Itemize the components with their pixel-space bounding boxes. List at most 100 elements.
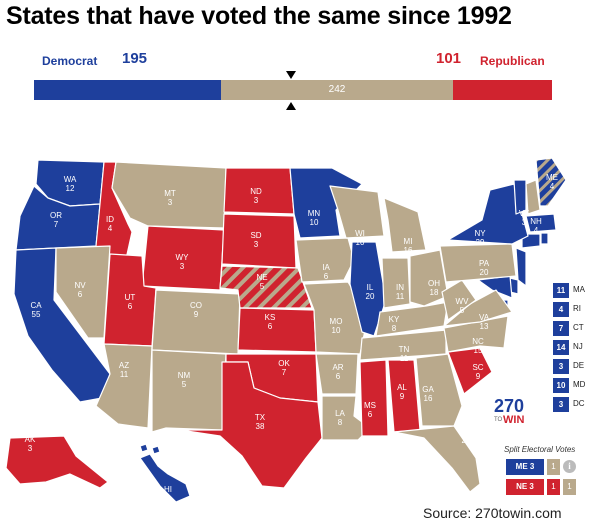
state-label-nd: ND 3	[250, 187, 262, 205]
small-state-votes-de: 3	[553, 359, 569, 374]
small-state-votes-ma: 11	[553, 283, 569, 298]
small-state-de[interactable]: 3 DE	[553, 357, 599, 376]
state-wy[interactable]	[141, 225, 225, 291]
state-label-ga: GA 16	[422, 385, 434, 403]
state-label-nv: NV 6	[74, 281, 86, 299]
state-nh[interactable]	[525, 179, 541, 215]
small-state-abbr-md: MD	[573, 380, 586, 389]
electoral-vote-bar: 242	[34, 80, 552, 100]
small-state-ri[interactable]: 4 RI	[553, 300, 599, 319]
state-sd[interactable]	[221, 213, 297, 269]
state-label-ky: KY 8	[389, 315, 400, 333]
state-label-oh: OH 18	[428, 279, 440, 297]
state-mi[interactable]	[383, 197, 427, 253]
score-row: Democrat 195 101 Republican	[34, 50, 552, 72]
split-row-nebraska: NE 3 1 1	[506, 479, 576, 495]
hi-islet-1	[139, 443, 149, 453]
majority-marker-bottom	[286, 102, 296, 110]
small-state-abbr-ri: RI	[573, 304, 581, 313]
state-label-ms: MS 6	[364, 401, 376, 419]
state-label-pa: PA 20	[479, 259, 490, 277]
maine-district-1: 1	[547, 459, 560, 475]
small-state-votes-nj: 14	[553, 340, 569, 355]
state-in[interactable]	[381, 257, 411, 309]
split-row-maine: ME 3 1 i	[506, 459, 576, 475]
small-state-ct[interactable]: 7 CT	[553, 319, 599, 338]
state-wv[interactable]	[441, 279, 477, 321]
small-state-abbr-ct: CT	[573, 323, 584, 332]
us-map: WA 12 OR 7 CA 55 ID 4 NV 6 MT 3 WY 3 UT 6 AZ 11 CO 9 NM 5 ND 3 S…	[5, 157, 567, 503]
small-state-ma[interactable]: 11 MA	[553, 281, 599, 300]
state-wi[interactable]	[329, 185, 385, 239]
small-state-nj[interactable]: 14 NJ	[553, 338, 599, 357]
small-state-votes-ri: 4	[553, 302, 569, 317]
logo-number: 270	[494, 396, 525, 416]
state-label-sc: SC 9	[472, 363, 483, 381]
state-label-wv: WV 5	[456, 297, 470, 315]
state-az[interactable]	[95, 343, 153, 429]
state-label-nm: NM 5	[178, 371, 191, 389]
state-label-wa: WA 12	[64, 175, 77, 193]
state-label-wi: WI 10	[355, 229, 365, 247]
state-label-ne: NE 5	[256, 273, 267, 291]
state-label-id: ID 4	[106, 215, 114, 233]
logo-win: WIN	[503, 414, 525, 426]
state-me[interactable]	[535, 157, 567, 207]
state-ar[interactable]	[315, 353, 359, 395]
state-ia[interactable]	[295, 237, 355, 283]
state-label-tn: TN 11	[399, 345, 410, 363]
state-label-al: AL 9	[397, 383, 407, 401]
small-state-md[interactable]: 10 MD	[553, 376, 599, 395]
state-label-ok: OK 7	[278, 359, 290, 377]
state-pa[interactable]	[439, 243, 517, 283]
state-label-ar: AR 6	[332, 363, 343, 381]
small-state-abbr-dc: DC	[573, 399, 585, 408]
state-label-va: VA 13	[479, 313, 490, 331]
state-nm[interactable]	[151, 349, 227, 433]
state-label-sd: SD 3	[250, 231, 261, 249]
hi-islet-2	[151, 445, 161, 455]
democrat-votes: 195	[122, 50, 148, 67]
state-label-az: AZ 11	[119, 361, 129, 379]
state-vt[interactable]	[513, 179, 527, 215]
state-ak[interactable]	[5, 435, 109, 489]
small-state-abbr-de: DE	[573, 361, 585, 370]
ct-shape	[521, 233, 541, 249]
nebraska-district-1: 1	[547, 479, 560, 495]
nebraska-district-2: 1	[563, 479, 576, 495]
state-hi[interactable]	[139, 453, 191, 503]
state-mn[interactable]	[289, 167, 363, 239]
small-state-votes-md: 10	[553, 378, 569, 393]
nebraska-statewide: NE 3	[506, 479, 544, 495]
state-label-or: OR 7	[50, 211, 62, 229]
state-label-la: LA 8	[335, 409, 345, 427]
state-label-in: IN 11	[396, 283, 405, 301]
ri-shape	[540, 232, 549, 245]
state-ca[interactable]	[13, 247, 111, 403]
state-il[interactable]	[349, 241, 387, 337]
state-ms[interactable]	[359, 359, 389, 437]
small-state-abbr-nj: NJ	[573, 342, 583, 351]
state-nv[interactable]	[55, 245, 111, 339]
state-ks[interactable]	[237, 307, 317, 353]
republican-segment	[453, 80, 552, 100]
democrat-segment	[34, 80, 221, 100]
state-fl[interactable]	[393, 425, 481, 493]
state-oh[interactable]	[409, 249, 449, 307]
state-tx[interactable]	[179, 361, 323, 489]
republican-votes: 101	[436, 50, 462, 67]
state-ga[interactable]	[415, 353, 463, 427]
state-label-hi: HI 4	[164, 485, 172, 503]
state-nc[interactable]	[443, 315, 509, 353]
state-label-fl: FL 29	[461, 427, 471, 445]
small-state-dc[interactable]: 3 DC	[553, 395, 599, 414]
state-sc[interactable]	[447, 347, 493, 395]
info-icon[interactable]: i	[563, 460, 576, 473]
democrat-label: Democrat	[42, 54, 98, 68]
state-co[interactable]	[151, 289, 241, 355]
ma-shape	[525, 213, 557, 233]
state-ky[interactable]	[375, 301, 449, 337]
state-label-nc: NC 15	[472, 337, 484, 355]
logo-to: TO	[494, 417, 503, 423]
state-label-vt: VT 3	[519, 209, 529, 227]
